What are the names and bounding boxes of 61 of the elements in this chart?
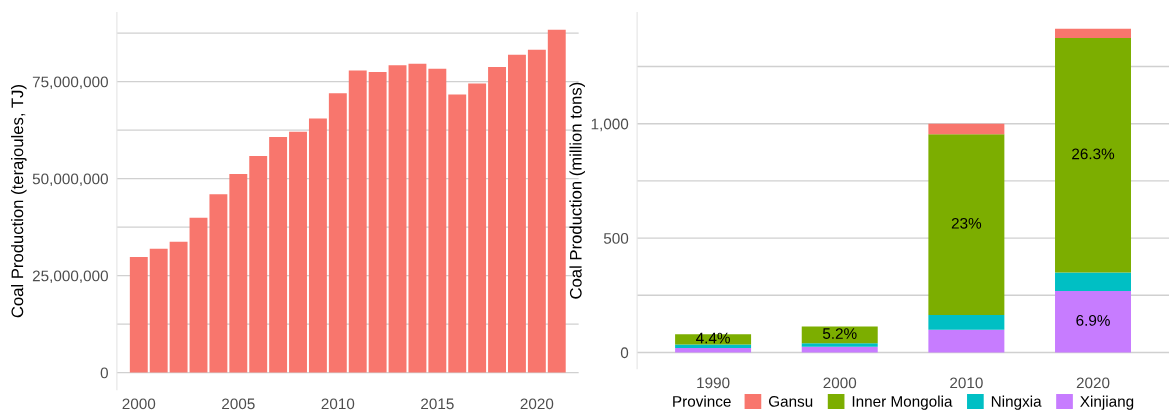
bar [928, 314, 1005, 330]
legend-label: Gansu [768, 395, 813, 407]
x-tick-label: 2000 [122, 398, 156, 410]
bar [408, 63, 427, 373]
bar [928, 123, 1005, 135]
bar [289, 131, 307, 373]
y-tick-label: 25,000,000 [32, 270, 108, 284]
bar [169, 241, 188, 373]
x-tick-label: 2005 [222, 398, 255, 410]
annotation: 23% [951, 217, 982, 229]
x-tick-label: 2020 [1076, 377, 1110, 389]
legend-label: Inner Mongolia [852, 395, 953, 410]
y-tick-label: 0 [620, 347, 629, 359]
y-tick-label: 0 [100, 367, 108, 379]
bar [1055, 272, 1132, 291]
bar [189, 217, 208, 373]
x-tick-label: 2000 [823, 377, 857, 389]
y-tick-label: 1,000 [591, 118, 629, 132]
bar [428, 68, 447, 373]
bar [249, 156, 268, 373]
bar [149, 248, 168, 373]
x-tick-label: 2010 [321, 398, 355, 410]
bar [928, 134, 1005, 315]
bar [547, 29, 566, 373]
bar [229, 173, 248, 373]
bar [488, 66, 507, 373]
x-tick-label: 2015 [421, 398, 454, 410]
bar [1055, 37, 1132, 273]
y-tick-label: 50,000,000 [32, 173, 108, 187]
bar [1055, 28, 1132, 38]
x-tick-label: 2020 [520, 398, 554, 410]
bar [209, 194, 228, 373]
annotation: 4.4% [696, 332, 730, 344]
annotation: 5.2% [822, 328, 857, 339]
bar [368, 71, 387, 373]
x-tick-label: 2010 [950, 377, 983, 389]
bar [269, 137, 288, 373]
bar [527, 49, 546, 373]
bar [448, 94, 467, 373]
x-tick-label: 1990 [697, 377, 730, 389]
bar [801, 326, 878, 344]
bar [1055, 290, 1132, 353]
y-axis-title: Coal Production (terajoules, TJ) [11, 85, 27, 318]
bar [508, 54, 526, 373]
legend-label: Xinjiang [1080, 395, 1134, 410]
bar [328, 93, 347, 373]
annotation: 6.9% [1076, 315, 1110, 326]
bar [801, 343, 878, 347]
y-tick-label: 500 [603, 232, 629, 244]
bar [308, 118, 327, 373]
bar [468, 83, 487, 373]
bar [675, 344, 752, 348]
y-axis-title: Coal Production (million tons) [569, 82, 585, 299]
bar [928, 329, 1005, 353]
bar [348, 70, 367, 373]
y-tick-label: 75,000,000 [32, 76, 108, 90]
bar [388, 65, 407, 373]
legend-label: Ningxia [991, 395, 1042, 410]
bar [129, 256, 148, 373]
annotation: 26.3% [1072, 148, 1115, 160]
legend-title: Province [673, 395, 731, 407]
